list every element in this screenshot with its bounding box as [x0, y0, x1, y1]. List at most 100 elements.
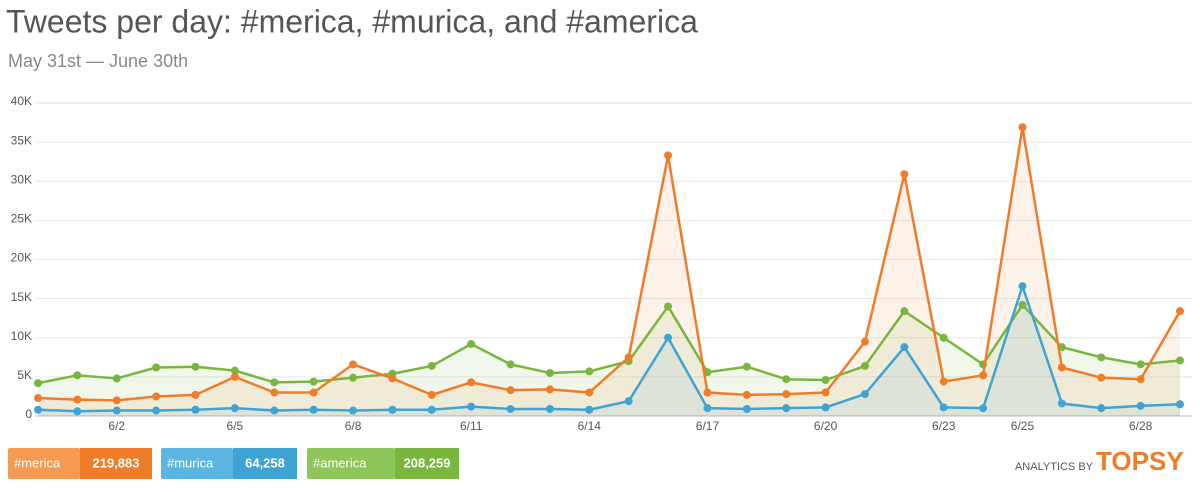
legend-name: #merica — [14, 455, 61, 470]
legend-item[interactable]: #america 208,259 — [307, 448, 459, 479]
point — [270, 388, 279, 397]
point — [860, 361, 869, 370]
legend-name-box — [161, 448, 233, 479]
point — [1136, 375, 1145, 384]
point — [349, 406, 358, 415]
point — [506, 404, 515, 413]
x-tick-label: 6/23 — [932, 419, 956, 433]
point — [1176, 400, 1184, 409]
point — [152, 363, 161, 372]
point — [1136, 360, 1145, 369]
x-tick-label: 6/28 — [1129, 419, 1153, 433]
point — [73, 371, 82, 380]
point — [309, 405, 318, 414]
point — [821, 403, 830, 412]
point — [703, 388, 712, 397]
point — [427, 361, 436, 370]
point — [191, 390, 200, 399]
x-tick-label: 6/14 — [578, 419, 602, 433]
point — [939, 377, 948, 386]
point — [742, 404, 751, 413]
legend-total-box — [80, 448, 152, 479]
point — [506, 386, 515, 395]
chart-title: Tweets per day: #merica, #murica, and #a… — [6, 3, 698, 39]
point — [979, 404, 988, 413]
point — [979, 371, 988, 380]
line — [37, 126, 1182, 402]
area — [38, 286, 1180, 416]
point — [860, 390, 869, 399]
y-tick-label: 5K — [17, 368, 32, 382]
point — [112, 396, 121, 405]
legend-total: 208,259 — [404, 455, 451, 470]
x-tick-label: 6/11 — [460, 419, 483, 433]
point — [73, 407, 82, 416]
point — [545, 385, 554, 394]
point — [624, 397, 633, 406]
point — [624, 353, 633, 362]
point — [1097, 373, 1106, 382]
point — [821, 376, 830, 385]
point — [585, 405, 594, 414]
y-tick-label: 35K — [11, 133, 32, 147]
point — [427, 390, 436, 399]
legend-total: 219,883 — [93, 455, 140, 470]
point — [782, 375, 791, 384]
point — [1057, 399, 1066, 408]
x-tick-label: 6/17 — [696, 419, 720, 433]
point — [191, 405, 200, 414]
y-tick-label: 25K — [11, 212, 32, 226]
point — [349, 373, 358, 382]
point — [545, 368, 554, 377]
legend-name: #murica — [167, 455, 214, 470]
point — [1176, 356, 1184, 365]
point — [427, 405, 436, 414]
point — [664, 151, 673, 160]
chart-subtitle: May 31st — June 30th — [8, 51, 188, 71]
point — [900, 343, 909, 352]
area — [38, 127, 1180, 416]
footer-prefix: ANALYTICS BY — [1015, 461, 1094, 473]
x-tick-label: 6/5 — [227, 419, 244, 433]
x-tick-label: 6/8 — [345, 419, 362, 433]
point — [467, 378, 476, 387]
point — [1057, 363, 1066, 372]
point — [1136, 401, 1145, 410]
point — [860, 337, 869, 346]
point — [703, 404, 712, 413]
point — [900, 307, 909, 316]
legend-total: 64,258 — [245, 455, 285, 470]
point — [1176, 307, 1184, 316]
point — [821, 388, 830, 397]
point — [309, 377, 318, 386]
point — [309, 388, 318, 397]
point — [34, 379, 42, 388]
point — [230, 372, 239, 381]
point — [270, 378, 279, 387]
point — [467, 340, 476, 349]
point — [34, 394, 42, 403]
point — [270, 406, 279, 415]
point — [467, 402, 476, 411]
point — [664, 302, 673, 311]
point — [230, 366, 239, 375]
point — [152, 392, 161, 401]
point — [112, 374, 121, 383]
point — [664, 333, 673, 342]
point — [1097, 404, 1106, 413]
y-tick-label: 10K — [11, 329, 32, 343]
point — [782, 404, 791, 413]
point — [545, 404, 554, 413]
point — [388, 374, 397, 383]
legend-item[interactable]: #merica 219,883 — [8, 448, 152, 479]
point — [73, 395, 82, 404]
footer-brand: TOPSY — [1096, 446, 1184, 476]
legend-name-box — [8, 448, 80, 479]
legend-total-box — [233, 448, 297, 479]
x-tick-label: 6/2 — [108, 419, 125, 433]
y-tick-label: 20K — [11, 251, 32, 265]
point — [349, 360, 358, 369]
legend-item[interactable]: #murica 64,258 — [161, 448, 297, 479]
point — [112, 406, 121, 415]
